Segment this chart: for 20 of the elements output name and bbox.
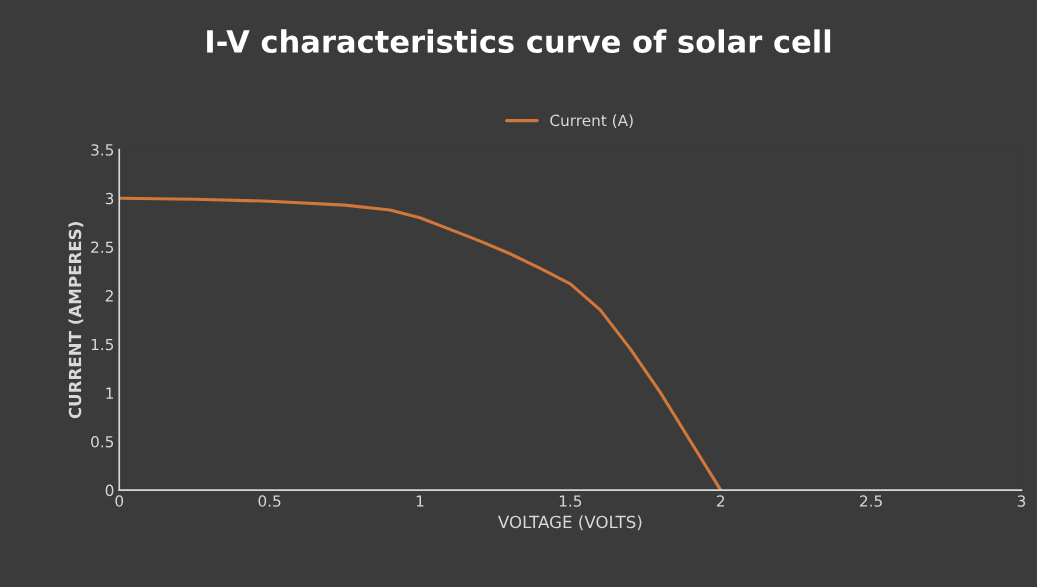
y-tick-label: 3.5 [91,144,114,156]
x-tick-label: 3 [1017,495,1026,507]
y-tick-label: 2.5 [91,241,114,253]
y-tick-label: 0 [105,484,114,497]
x-tick-label: 1.5 [559,495,582,507]
x-tick-label: 0.5 [258,495,281,507]
chart-title: I-V characteristics curve of solar cell [207,29,831,53]
x-axis-title: VOLTAGE (VOLTS) [498,515,642,531]
legend-label: Current (A) [550,114,633,128]
line-series [119,196,723,491]
x-tick-label: 2 [716,495,725,507]
x-tick-label: 2.5 [860,495,882,507]
y-tick-label: 1.5 [91,338,114,351]
y-tick-label: 0.5 [91,435,114,448]
y-tick-label: 1 [106,387,113,399]
y-tick-label: 3 [105,192,114,205]
x-tick-label: 1 [416,495,424,507]
y-tick-label: 2 [105,290,113,302]
y-axis-title: CURRENT (AMPERES) [68,222,84,419]
x-tick-label: 0 [115,495,124,507]
